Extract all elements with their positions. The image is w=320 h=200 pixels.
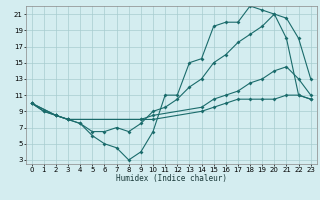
X-axis label: Humidex (Indice chaleur): Humidex (Indice chaleur)	[116, 174, 227, 183]
